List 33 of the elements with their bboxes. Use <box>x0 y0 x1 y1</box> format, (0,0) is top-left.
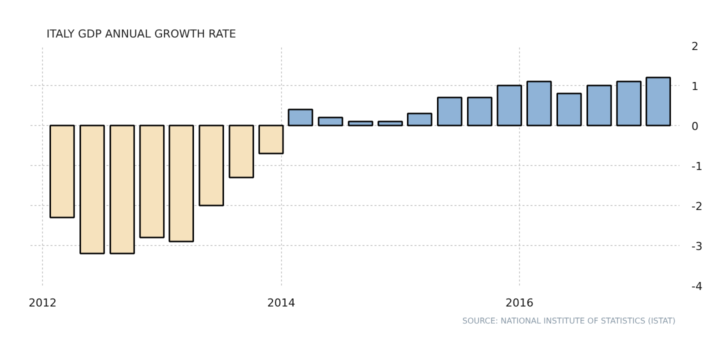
y-tick-label: 0 <box>692 120 698 133</box>
bar <box>228 124 254 178</box>
bar <box>168 124 194 242</box>
y-tick-label: 1 <box>692 80 698 93</box>
y-tick-label: -1 <box>692 160 702 173</box>
x-tick-label: 2012 <box>28 296 57 310</box>
bar <box>556 92 582 126</box>
bar <box>526 80 552 126</box>
y-tick-label: 2 <box>692 40 698 53</box>
bar <box>50 124 75 218</box>
y-tick-label: -2 <box>692 200 702 213</box>
bar <box>348 120 374 126</box>
bar <box>198 124 224 206</box>
y-tick-label: -3 <box>692 240 702 253</box>
bar <box>406 112 432 126</box>
bar <box>496 84 522 126</box>
x-tick-label: 2014 <box>267 296 296 310</box>
bar <box>586 84 612 126</box>
x-tick-label: 2016 <box>506 296 534 310</box>
bar <box>318 116 344 126</box>
bar <box>139 124 165 238</box>
chart-title: ITALY GDP ANNUAL GROWTH RATE <box>46 28 236 40</box>
bar <box>646 76 671 126</box>
bar <box>378 120 403 126</box>
bar <box>467 96 492 126</box>
bar <box>437 96 462 126</box>
bar <box>110 124 135 254</box>
y-tick-label: -4 <box>692 280 702 293</box>
bar <box>258 124 284 154</box>
bar <box>616 80 642 126</box>
bar <box>80 124 105 254</box>
source-note: SOURCE: NATIONAL INSTITUTE OF STATISTICS (ISTAT) <box>462 316 676 326</box>
bar <box>288 108 314 126</box>
